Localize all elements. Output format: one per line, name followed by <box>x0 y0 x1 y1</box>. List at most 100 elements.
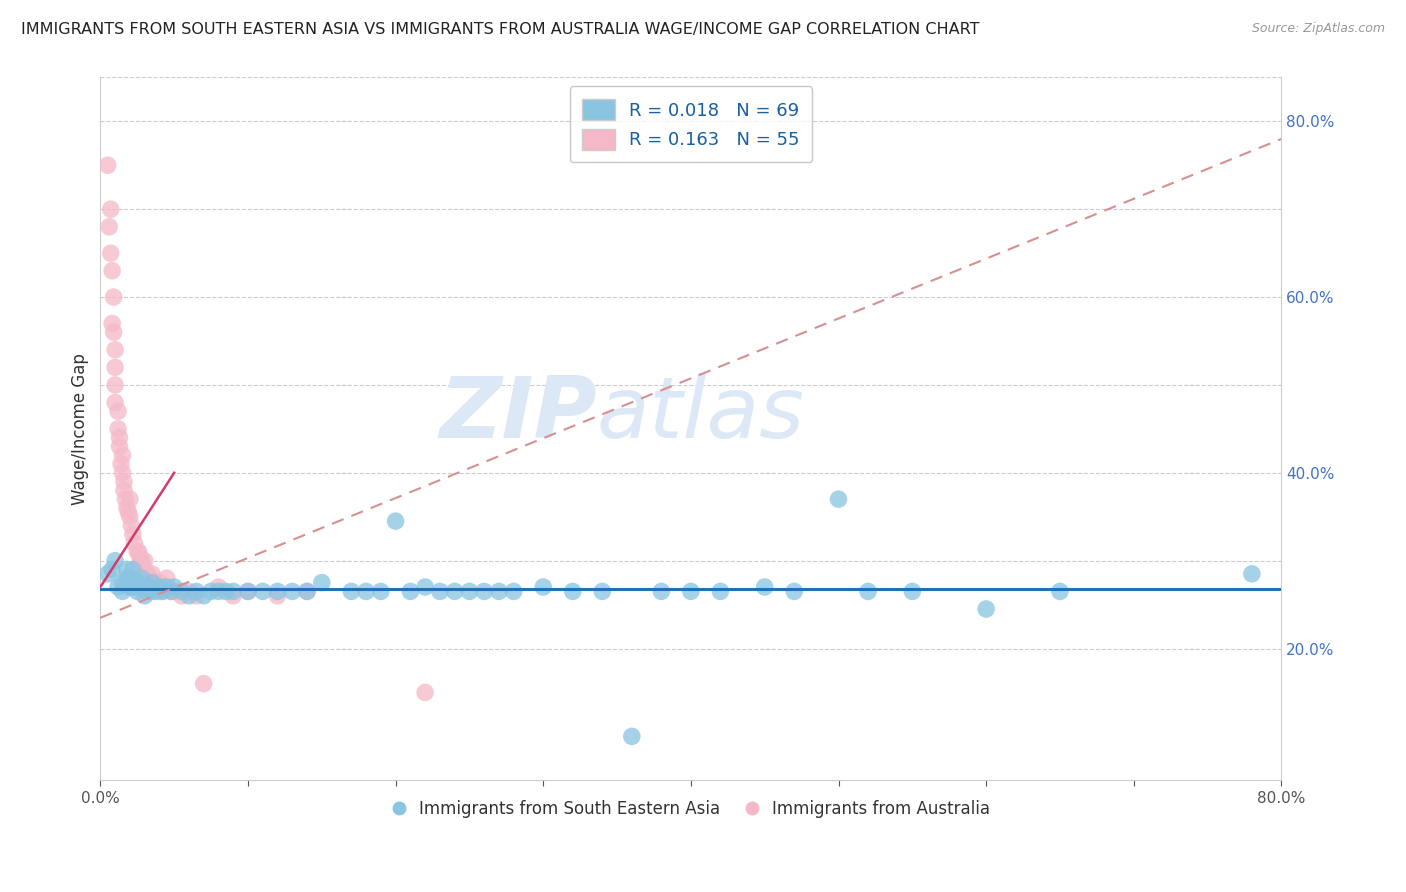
Point <box>131 571 153 585</box>
Point <box>138 580 160 594</box>
Point <box>222 584 245 599</box>
Point <box>104 360 127 375</box>
Point <box>103 325 125 339</box>
Legend: Immigrants from South Eastern Asia, Immigrants from Australia: Immigrants from South Eastern Asia, Immi… <box>385 793 997 825</box>
Point <box>827 492 849 507</box>
Point <box>100 202 122 217</box>
Point <box>101 264 124 278</box>
Point <box>117 505 139 519</box>
Point <box>472 584 495 599</box>
Point <box>295 584 318 599</box>
Point <box>127 575 149 590</box>
Point <box>104 343 127 357</box>
Point <box>134 562 156 576</box>
Point <box>1240 566 1263 581</box>
Point <box>134 589 156 603</box>
Point <box>121 580 143 594</box>
Point <box>266 584 288 599</box>
Point <box>354 584 377 599</box>
Point <box>115 571 138 585</box>
Text: ZIP: ZIP <box>439 374 596 457</box>
Point <box>236 584 259 599</box>
Point <box>124 536 146 550</box>
Point <box>121 527 143 541</box>
Point <box>399 584 422 599</box>
Point <box>215 584 238 599</box>
Point <box>108 439 131 453</box>
Point <box>311 575 333 590</box>
Point <box>160 584 183 599</box>
Point <box>107 580 129 594</box>
Text: IMMIGRANTS FROM SOUTH EASTERN ASIA VS IMMIGRANTS FROM AUSTRALIA WAGE/INCOME GAP : IMMIGRANTS FROM SOUTH EASTERN ASIA VS IM… <box>21 22 980 37</box>
Point <box>856 584 879 599</box>
Point <box>118 580 141 594</box>
Point <box>170 589 193 603</box>
Point <box>429 584 451 599</box>
Point <box>186 584 208 599</box>
Point <box>103 290 125 304</box>
Point <box>443 584 465 599</box>
Point <box>340 584 363 599</box>
Point <box>100 246 122 260</box>
Point <box>97 566 120 581</box>
Point <box>136 584 159 599</box>
Point <box>111 575 134 590</box>
Point <box>120 518 142 533</box>
Point <box>156 571 179 585</box>
Point <box>129 580 152 594</box>
Point <box>1049 584 1071 599</box>
Point <box>413 580 436 594</box>
Point <box>148 580 170 594</box>
Point <box>148 575 170 590</box>
Point <box>266 589 288 603</box>
Point <box>591 584 613 599</box>
Point <box>458 584 481 599</box>
Point <box>115 500 138 515</box>
Point <box>207 580 229 594</box>
Point <box>101 562 124 576</box>
Point <box>177 589 200 603</box>
Point <box>200 584 222 599</box>
Y-axis label: Wage/Income Gap: Wage/Income Gap <box>72 353 89 505</box>
Point <box>127 545 149 559</box>
Point <box>128 545 150 559</box>
Point <box>104 395 127 409</box>
Point <box>143 575 166 590</box>
Point <box>136 566 159 581</box>
Point <box>134 554 156 568</box>
Point <box>115 562 138 576</box>
Point <box>118 492 141 507</box>
Point <box>118 571 141 585</box>
Point <box>177 584 200 599</box>
Point <box>193 589 215 603</box>
Point <box>107 422 129 436</box>
Point <box>111 466 134 480</box>
Point <box>112 483 135 498</box>
Point <box>193 676 215 690</box>
Point <box>384 514 406 528</box>
Point <box>488 584 510 599</box>
Point <box>783 584 806 599</box>
Point <box>141 584 163 599</box>
Point <box>163 580 186 594</box>
Point <box>101 317 124 331</box>
Point <box>160 584 183 599</box>
Point <box>145 584 167 599</box>
Point <box>114 492 136 507</box>
Point <box>139 571 162 585</box>
Point <box>620 730 643 744</box>
Point <box>150 584 173 599</box>
Point <box>134 580 156 594</box>
Point <box>145 580 167 594</box>
Point <box>121 562 143 576</box>
Point <box>112 475 135 489</box>
Point <box>141 566 163 581</box>
Point <box>650 584 672 599</box>
Text: Source: ZipAtlas.com: Source: ZipAtlas.com <box>1251 22 1385 36</box>
Point <box>222 589 245 603</box>
Point <box>156 580 179 594</box>
Point <box>127 584 149 599</box>
Point <box>111 448 134 462</box>
Point <box>252 584 274 599</box>
Point <box>131 554 153 568</box>
